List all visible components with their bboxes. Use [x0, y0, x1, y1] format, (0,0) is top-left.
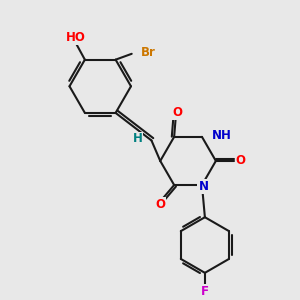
Text: Br: Br: [140, 46, 155, 59]
Text: HO: HO: [66, 31, 86, 44]
Text: NH: NH: [212, 129, 232, 142]
Text: F: F: [201, 285, 209, 298]
Text: O: O: [172, 106, 182, 119]
Text: N: N: [198, 180, 208, 193]
Text: H: H: [133, 133, 142, 146]
Text: O: O: [236, 154, 245, 167]
Text: O: O: [155, 198, 165, 211]
